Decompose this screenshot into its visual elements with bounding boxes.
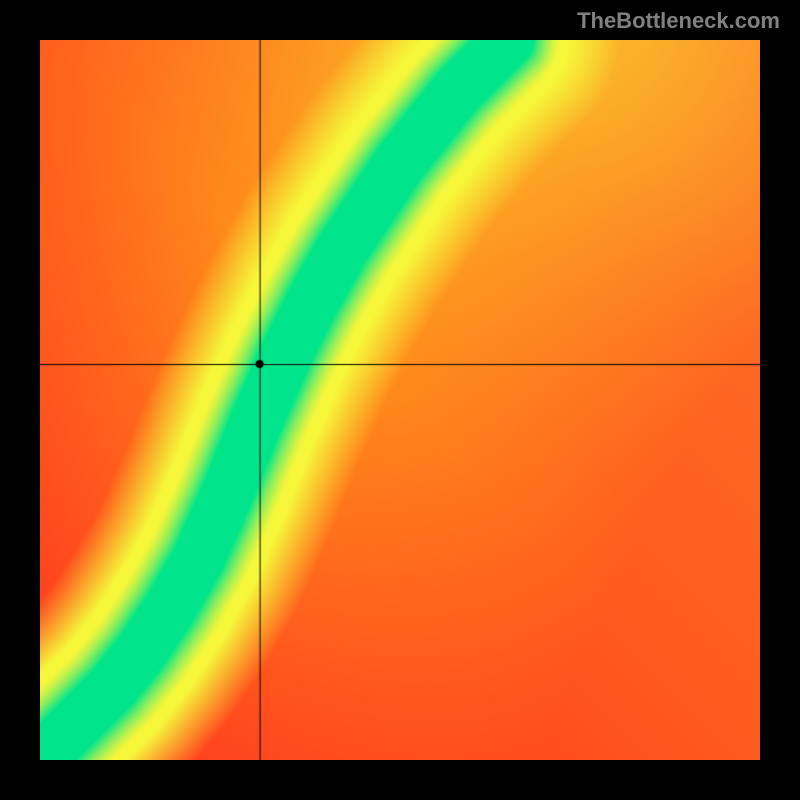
heatmap-canvas <box>40 40 760 760</box>
watermark-text: TheBottleneck.com <box>577 8 780 34</box>
bottleneck-heatmap <box>40 40 760 760</box>
